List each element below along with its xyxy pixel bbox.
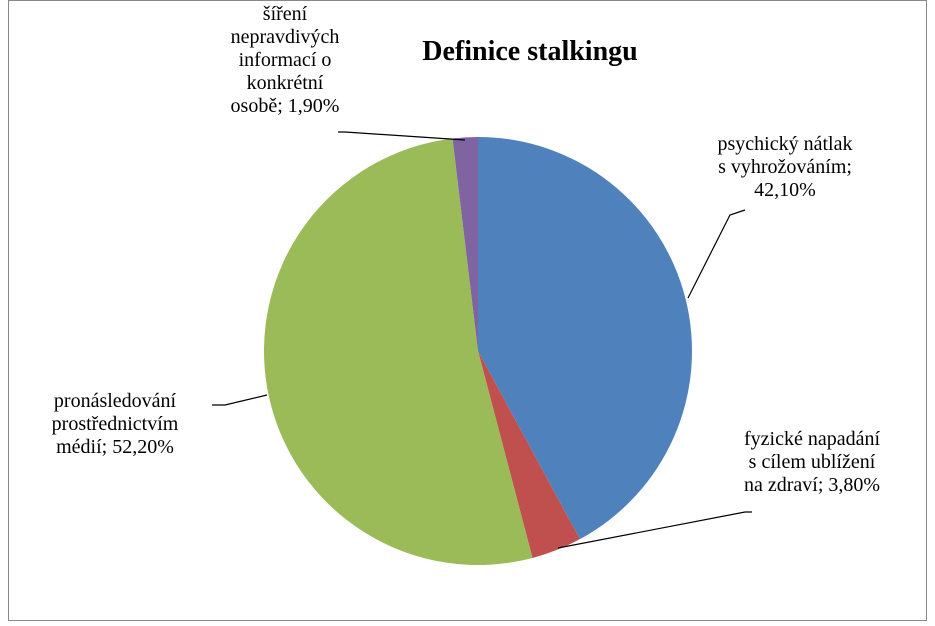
data-label: pronásledování prostřednictvím médií52,2… <box>35 390 195 459</box>
data-label: psychický nátlak s vyhrožováním42,10% <box>715 133 855 202</box>
leader-line <box>557 511 752 549</box>
pie-slice <box>478 351 580 558</box>
category-label: pronásledování prostřednictvím médií <box>51 390 179 458</box>
leader-line <box>338 131 466 141</box>
leader-line <box>687 209 746 299</box>
pie-slice <box>452 137 478 351</box>
pie-slice <box>263 138 533 565</box>
pie-slice <box>478 137 692 540</box>
value-label: 1,90% <box>277 95 339 117</box>
data-label: fyzické napadání s cílem ublížení na zdr… <box>742 428 882 497</box>
chart-title: Definice stalkingu <box>422 36 638 67</box>
value-label: 52,20% <box>102 436 174 458</box>
category-label: fyzické napadání s cílem ublížení na zdr… <box>743 428 881 496</box>
category-label: psychický nátlak s vyhrožováním <box>717 133 853 178</box>
leader-line <box>212 394 268 406</box>
category-label: šíření nepravdivých informací o konkrétn… <box>230 3 340 117</box>
data-label: šíření nepravdivých informací o konkrétn… <box>220 3 350 118</box>
value-label: 3,80% <box>818 474 880 496</box>
